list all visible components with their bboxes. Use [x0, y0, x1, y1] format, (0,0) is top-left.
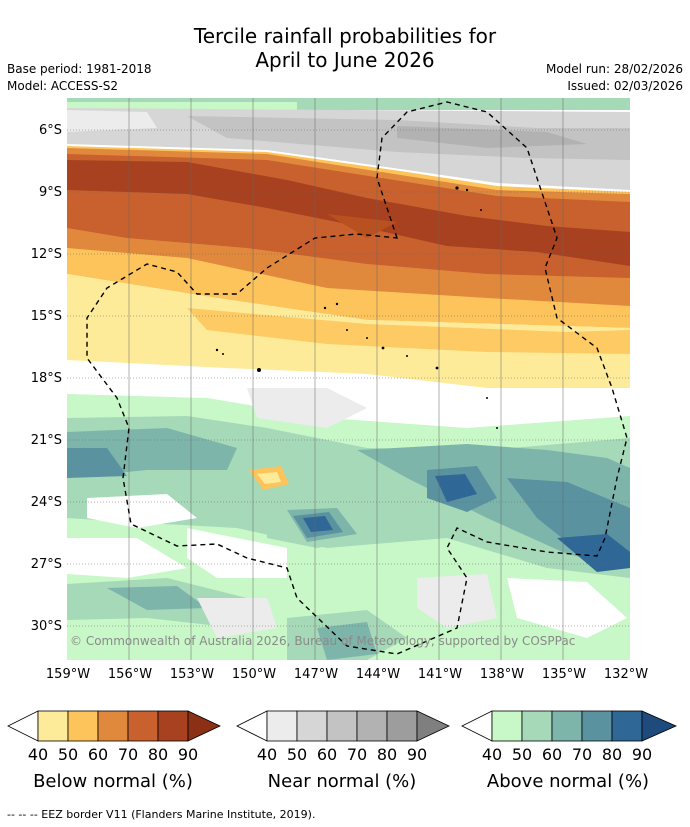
lon-label: 138°W [479, 667, 525, 682]
colorbar-tick: 80 [601, 745, 623, 764]
above-normal-colorbar [461, 710, 677, 742]
lon-label: 153°W [169, 667, 215, 682]
colorbar-tick: 90 [406, 745, 428, 764]
colorbar-tick: 80 [147, 745, 169, 764]
lat-label: 9°S [38, 185, 62, 200]
rainfall-probability-map [67, 98, 630, 660]
lat-label: 15°S [30, 309, 62, 324]
meridians [128, 98, 564, 660]
lat-label: 27°S [30, 557, 62, 572]
below-normal-title: Below normal (%) [33, 771, 193, 792]
lon-label: 144°W [355, 667, 401, 682]
colorbar-tick: 80 [376, 745, 398, 764]
below-normal-colorbar [7, 710, 221, 742]
graticule [67, 129, 630, 627]
eez-footnote: -- -- -- EEZ border V11 (Flanders Marine… [7, 808, 316, 821]
colorbar-tick: 50 [286, 745, 308, 764]
colorbar-tick: 40 [256, 745, 278, 764]
lat-label: 24°S [30, 495, 62, 510]
eez-border [86, 101, 628, 655]
above-normal-title: Above normal (%) [486, 771, 650, 792]
colorbar-tick: 70 [346, 745, 368, 764]
lon-label: 159°W [45, 667, 91, 682]
near-normal-title: Near normal (%) [267, 771, 417, 792]
lon-label: 150°W [231, 667, 277, 682]
colorbar-tick: 90 [631, 745, 653, 764]
colorbar-tick: 40 [27, 745, 49, 764]
map-title-line-1: Tercile rainfall probabilities for [193, 24, 497, 48]
colorbar-tick: 60 [541, 745, 563, 764]
colorbar-tick: 70 [117, 745, 139, 764]
islands [215, 186, 498, 429]
lon-label: 156°W [107, 667, 153, 682]
copyright-notice: © Commonwealth of Australia 2026, Bureau… [70, 634, 576, 648]
colorbar-tick: 60 [87, 745, 109, 764]
issued-date: Issued: 02/03/2026 [567, 79, 683, 93]
lat-label: 6°S [38, 123, 62, 138]
colorbar-tick: 70 [571, 745, 593, 764]
lon-label: 147°W [293, 667, 339, 682]
map-title-line-2: April to June 2026 [255, 48, 435, 72]
colorbar-tick: 40 [481, 745, 503, 764]
model-run-date: Model run: 28/02/2026 [545, 62, 683, 76]
lon-label: 141°W [417, 667, 463, 682]
near-normal-colorbar [236, 710, 450, 742]
colorbar-tick: 60 [316, 745, 338, 764]
lat-label: 18°S [30, 371, 62, 386]
colorbar-tick: 50 [511, 745, 533, 764]
base-period: Base period: 1981-2018 [7, 62, 152, 76]
lat-label: 30°S [30, 619, 62, 634]
colorbar-tick: 50 [57, 745, 79, 764]
lon-label: 132°W [603, 667, 649, 682]
model-name: Model: ACCESS-S2 [7, 79, 119, 93]
colorbar-tick: 90 [177, 745, 199, 764]
lon-label: 135°W [541, 667, 587, 682]
colorbar-group [7, 710, 677, 742]
lat-label: 12°S [30, 247, 62, 262]
lat-label: 21°S [30, 433, 62, 448]
